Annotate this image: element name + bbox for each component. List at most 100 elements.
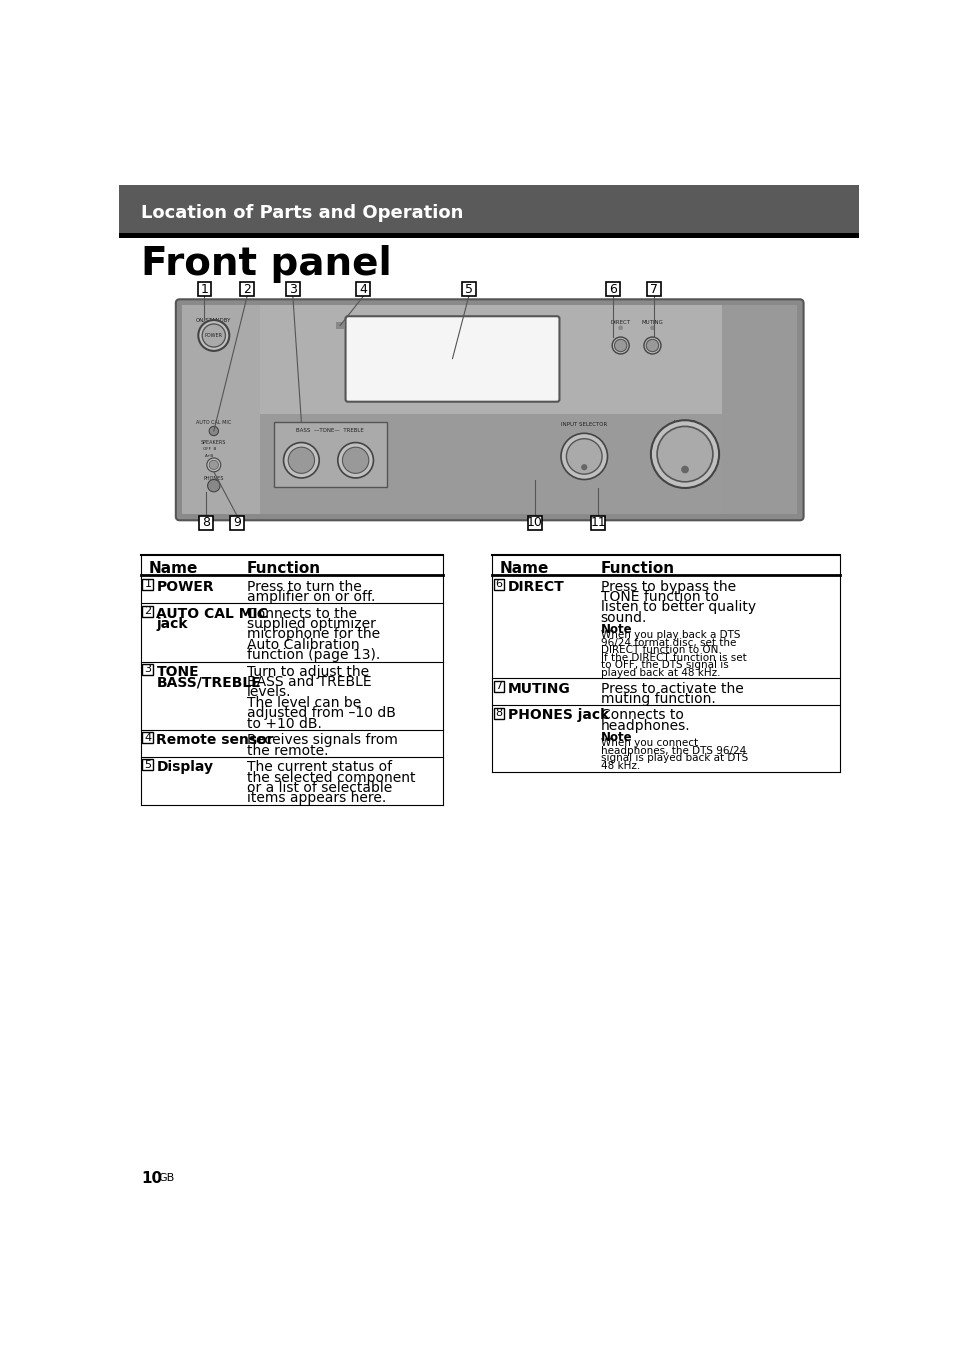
Bar xyxy=(461,283,476,296)
Bar xyxy=(142,606,153,617)
Text: BASS and TREBLE: BASS and TREBLE xyxy=(247,675,372,690)
Text: 1: 1 xyxy=(200,283,208,296)
Text: DIRECT: DIRECT xyxy=(610,320,630,324)
Text: The level can be: The level can be xyxy=(247,696,361,710)
Text: muting function.: muting function. xyxy=(599,692,715,706)
Text: 8: 8 xyxy=(495,708,502,718)
Text: 3: 3 xyxy=(289,283,296,296)
Circle shape xyxy=(618,326,622,330)
Text: 9: 9 xyxy=(233,516,241,529)
Text: 1: 1 xyxy=(144,579,152,589)
Bar xyxy=(199,515,213,530)
Text: 4: 4 xyxy=(359,283,367,296)
Text: items appears here.: items appears here. xyxy=(247,791,386,806)
Text: Display: Display xyxy=(156,760,213,775)
Text: The current status of: The current status of xyxy=(247,760,392,775)
Text: Turn to adjust the: Turn to adjust the xyxy=(247,665,369,679)
Circle shape xyxy=(209,426,218,435)
Bar xyxy=(286,283,299,296)
Text: Function: Function xyxy=(247,561,321,576)
Circle shape xyxy=(209,460,218,469)
Bar xyxy=(646,283,660,296)
Text: GB: GB xyxy=(158,1174,174,1183)
Bar xyxy=(493,579,504,589)
Bar xyxy=(119,233,858,238)
Text: INPUT SELECTOR: INPUT SELECTOR xyxy=(560,422,607,427)
Text: 10: 10 xyxy=(141,1171,162,1186)
Circle shape xyxy=(643,337,660,354)
Circle shape xyxy=(208,480,220,492)
Circle shape xyxy=(288,448,314,473)
FancyBboxPatch shape xyxy=(175,299,802,521)
Bar xyxy=(182,306,259,514)
Text: 4: 4 xyxy=(144,733,152,742)
Text: AUTO CAL MIC: AUTO CAL MIC xyxy=(196,420,232,426)
Text: played back at 48 kHz.: played back at 48 kHz. xyxy=(599,668,720,677)
Circle shape xyxy=(580,464,587,470)
Circle shape xyxy=(342,448,369,473)
Text: headphones, the DTS 96/24: headphones, the DTS 96/24 xyxy=(599,746,745,756)
Text: Function: Function xyxy=(599,561,674,576)
Text: Connects to: Connects to xyxy=(599,708,682,722)
Text: Connects to the: Connects to the xyxy=(247,607,356,621)
Circle shape xyxy=(207,458,220,472)
Text: 6: 6 xyxy=(495,579,502,589)
Text: AUTO CAL MIC: AUTO CAL MIC xyxy=(156,607,268,621)
Circle shape xyxy=(560,433,607,480)
Text: PHONES: PHONES xyxy=(203,476,224,481)
Text: 48 kHz.: 48 kHz. xyxy=(599,761,639,771)
Text: 10: 10 xyxy=(526,516,542,529)
Text: the selected component: the selected component xyxy=(247,771,416,784)
Text: MUTING: MUTING xyxy=(640,320,662,324)
Text: Location of Parts and Operation: Location of Parts and Operation xyxy=(141,204,463,222)
Circle shape xyxy=(566,438,601,475)
Text: TONE: TONE xyxy=(156,665,199,679)
Bar xyxy=(335,322,344,329)
Text: 3: 3 xyxy=(144,664,152,675)
Bar xyxy=(605,283,619,296)
Bar xyxy=(142,760,153,771)
Circle shape xyxy=(612,337,629,354)
Text: 96/24 format disc, set the: 96/24 format disc, set the xyxy=(599,638,735,648)
Text: to +10 dB.: to +10 dB. xyxy=(247,717,322,730)
Text: VOLUME: VOLUME xyxy=(673,420,696,426)
Text: DIRECT: DIRECT xyxy=(507,580,563,594)
Circle shape xyxy=(198,320,229,352)
Text: adjusted from –10 dB: adjusted from –10 dB xyxy=(247,706,395,721)
Text: Press to activate the: Press to activate the xyxy=(599,681,742,695)
Text: OFF  B: OFF B xyxy=(203,448,216,452)
Bar xyxy=(142,733,153,744)
Bar xyxy=(142,579,153,589)
Text: Press to bypass the: Press to bypass the xyxy=(599,580,735,594)
Text: 7: 7 xyxy=(495,681,502,691)
Text: supplied optimizer: supplied optimizer xyxy=(247,617,375,631)
Circle shape xyxy=(649,326,654,330)
Bar xyxy=(182,306,797,414)
Text: 5: 5 xyxy=(144,760,152,769)
Text: Name: Name xyxy=(499,561,549,576)
Bar xyxy=(356,283,370,296)
Text: TONE function to: TONE function to xyxy=(599,589,718,604)
FancyBboxPatch shape xyxy=(345,316,558,402)
Bar xyxy=(119,185,858,233)
Text: Receives signals from: Receives signals from xyxy=(247,733,397,748)
Text: or a list of selectable: or a list of selectable xyxy=(247,781,392,795)
Text: amplifier on or off.: amplifier on or off. xyxy=(247,589,375,604)
Circle shape xyxy=(614,339,626,352)
Text: 8: 8 xyxy=(202,516,210,529)
Bar xyxy=(721,306,797,514)
Text: 2: 2 xyxy=(144,606,152,617)
Bar xyxy=(493,707,504,718)
Text: BASS/TREBLE: BASS/TREBLE xyxy=(156,675,261,690)
Circle shape xyxy=(202,324,225,347)
Text: Name: Name xyxy=(149,561,198,576)
Bar xyxy=(493,681,504,692)
Text: ON/STANDBY: ON/STANDBY xyxy=(196,316,232,322)
Circle shape xyxy=(337,442,373,479)
Text: Note: Note xyxy=(599,623,632,635)
Circle shape xyxy=(657,426,712,481)
Text: PHONES jack: PHONES jack xyxy=(507,708,608,722)
Text: 2: 2 xyxy=(243,283,251,296)
Circle shape xyxy=(645,339,658,352)
Text: 7: 7 xyxy=(649,283,658,296)
